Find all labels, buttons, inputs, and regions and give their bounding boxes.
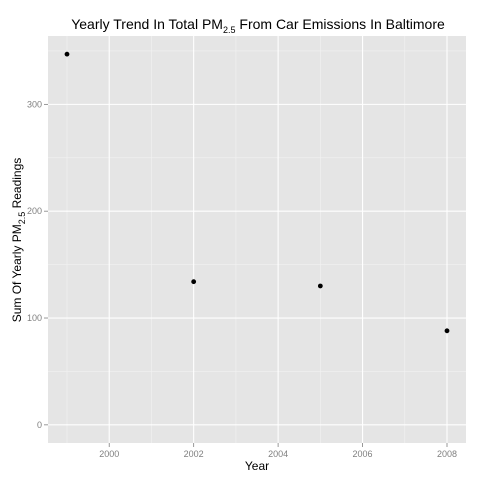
data-point — [191, 279, 197, 285]
x-axis-title: Year — [245, 459, 269, 473]
x-tick-label: 2000 — [99, 449, 119, 459]
y-tick-label: 0 — [37, 420, 42, 430]
data-point — [444, 328, 450, 334]
axis-ticks — [44, 103, 448, 447]
x-tick-label: 2002 — [184, 449, 204, 459]
x-tick-labels: 2000 2002 2004 2006 2008 — [99, 449, 457, 459]
y-tick-label: 200 — [27, 206, 42, 216]
major-gridlines — [48, 36, 466, 443]
y-axis-title-subscript: 2.5 — [17, 212, 27, 225]
chart-title-prefix: Yearly Trend In Total PM — [71, 16, 223, 32]
data-point — [64, 51, 70, 57]
y-tick-label: 100 — [27, 313, 42, 323]
y-axis-title: Sum Of Yearly PM2.5 Readings — [10, 158, 27, 323]
chart-title: Yearly Trend In Total PM2.5 From Car Emi… — [71, 16, 445, 35]
data-point — [317, 283, 323, 289]
chart-title-suffix: From Car Emissions In Baltimore — [236, 16, 445, 32]
plot-panel — [48, 36, 466, 443]
x-tick-label: 2004 — [268, 449, 288, 459]
y-tick-label: 300 — [27, 99, 42, 109]
x-tick-label: 2006 — [353, 449, 373, 459]
y-axis-title-prefix: Sum Of Yearly PM — [10, 224, 24, 322]
y-tick-labels: 0 100 200 300 — [27, 99, 42, 429]
data-points — [64, 51, 450, 334]
chart-title-subscript: 2.5 — [223, 25, 236, 35]
x-tick-label: 2008 — [437, 449, 457, 459]
y-axis-title-suffix: Readings — [10, 158, 24, 212]
